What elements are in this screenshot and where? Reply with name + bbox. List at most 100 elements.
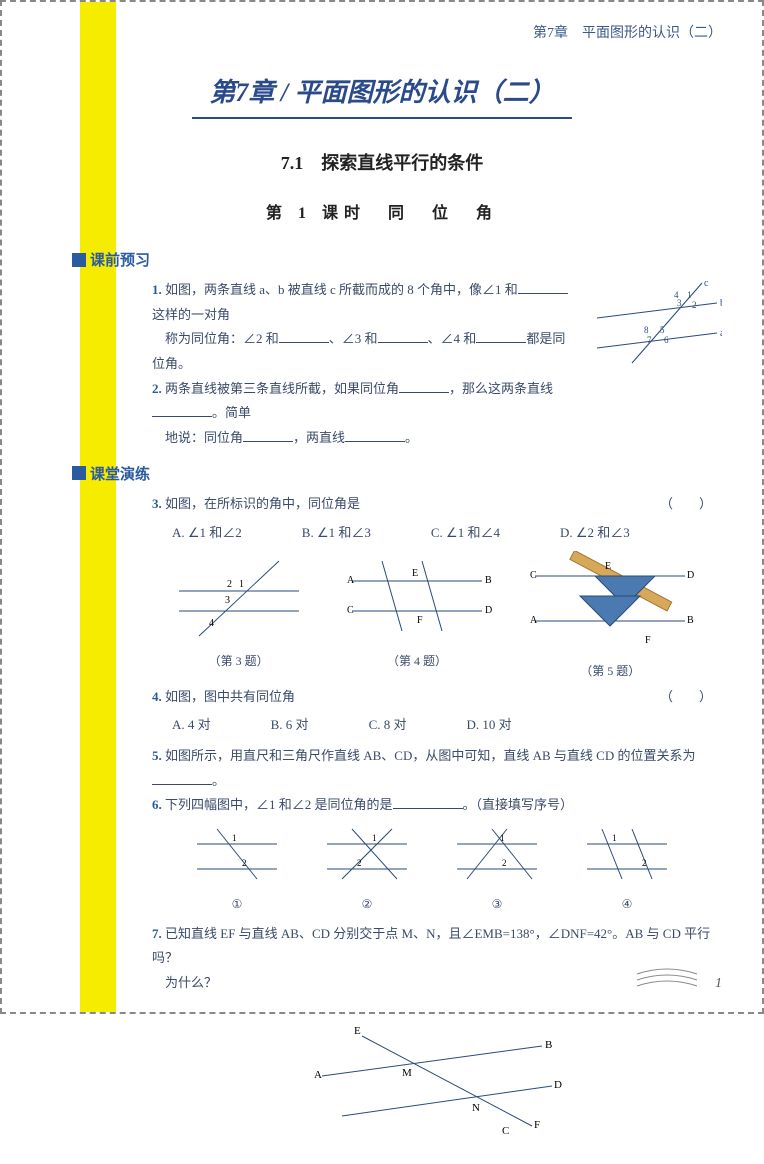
q6-fig1: 1 2 ① <box>192 824 282 915</box>
svg-text:A: A <box>314 1069 322 1081</box>
q4-a: A. 4 对 <box>172 713 211 738</box>
svg-text:C: C <box>347 605 354 616</box>
q2: 2. 两条直线被第三条直线所截，如果同位角，那么这两条直线。简单 地说：同位角，… <box>152 377 712 451</box>
q2-t1a: 两条直线被第三条直线所截，如果同位角 <box>165 381 399 396</box>
q1-text1a: 如图，两条直线 a、b 被直线 c 所截而成的 8 个角中，像∠1 和 <box>165 282 518 297</box>
svg-text:2: 2 <box>227 579 232 590</box>
q6-num: 6. <box>152 797 162 812</box>
q3-choices: A. ∠1 和∠2 B. ∠1 和∠3 C. ∠1 和∠4 D. ∠2 和∠3 <box>172 521 712 546</box>
svg-text:2: 2 <box>502 858 507 868</box>
blank <box>345 429 405 442</box>
svg-text:D: D <box>485 605 492 616</box>
blank <box>399 380 449 393</box>
inclass-body: 3. 如图，在所标识的角中，同位角是 （ ） A. ∠1 和∠2 B. ∠1 和… <box>32 492 732 1145</box>
q2-t2b: ，两直线 <box>293 430 345 445</box>
figure-row: 1 2 3 4 （第 3 题） A B C D E <box>152 551 712 682</box>
svg-text:1: 1 <box>239 579 244 590</box>
q6-fig4: 12 ④ <box>582 824 672 915</box>
fig3: 1 2 3 4 （第 3 题） <box>169 551 309 682</box>
q6: 6. 下列四幅图中，∠1 和∠2 是同位角的是。（直接填写序号） <box>152 793 712 818</box>
svg-text:A: A <box>347 575 355 586</box>
q7-line2: 为什么？ <box>165 975 217 990</box>
preclass-body: a b c 1 2 3 4 5 6 7 8 1. 如图，两条直线 a、b 被直线… <box>32 278 732 451</box>
q3-d: D. ∠2 和∠3 <box>560 521 630 546</box>
chapter-title: 第7章 / 平面图形的认识（二） <box>32 72 732 109</box>
svg-text:D: D <box>687 570 694 581</box>
q3-num: 3. <box>152 496 162 511</box>
q4-c: C. 8 对 <box>369 713 407 738</box>
svg-text:a: a <box>720 328 722 339</box>
preclass-text: 课前预习 <box>90 249 150 270</box>
svg-text:A: A <box>530 615 538 626</box>
q7-diagram: A B C D E F M N <box>302 1006 562 1136</box>
svg-text:1: 1 <box>500 833 505 843</box>
inclass-label: 课堂演练 <box>72 463 732 484</box>
q6-text: 下列四幅图中，∠1 和∠2 是同位角的是 <box>165 797 393 812</box>
svg-text:2: 2 <box>242 858 247 868</box>
q6-c3: ③ <box>452 893 542 916</box>
q4-d: D. 10 对 <box>466 713 511 738</box>
q4: 4. 如图，图中共有同位角 （ ） <box>152 685 712 710</box>
section-name: 探索直线平行的条件 <box>321 153 483 173</box>
q2-num: 2. <box>152 381 162 396</box>
fig5: A B C D E F （第 5 题） <box>525 551 695 682</box>
q1: 1. 如图，两条直线 a、b 被直线 c 所截而成的 8 个角中，像∠1 和这样… <box>152 278 712 377</box>
svg-text:1: 1 <box>232 833 237 843</box>
svg-text:C: C <box>530 570 537 581</box>
q5-text: 如图所示，用直尺和三角尺作直线 AB、CD，从图中可知，直线 AB 与直线 CD… <box>165 748 696 763</box>
q7-diagram-wrap: A B C D E F M N <box>152 1006 712 1145</box>
svg-text:B: B <box>485 575 492 586</box>
chapter-sep: / <box>274 78 294 107</box>
q3-b: B. ∠1 和∠3 <box>302 521 371 546</box>
q3-a: A. ∠1 和∠2 <box>172 521 242 546</box>
q4-b: B. 6 对 <box>271 713 309 738</box>
q3-paren: （ ） <box>660 492 712 517</box>
q4-choices: A. 4 对 B. 6 对 C. 8 对 D. 10 对 <box>172 713 712 738</box>
svg-text:B: B <box>687 615 694 626</box>
section-num: 7.1 <box>281 153 304 173</box>
q6-c1: ① <box>192 893 282 916</box>
q6-c2: ② <box>322 893 412 916</box>
svg-text:F: F <box>645 635 651 646</box>
fig4-cap: （第 4 题） <box>342 650 492 673</box>
section-title: 7.1 探索直线平行的条件 <box>32 149 732 175</box>
q5-num: 5. <box>152 748 162 763</box>
svg-text:D: D <box>554 1079 562 1091</box>
blank <box>476 330 526 343</box>
q4-paren: （ ） <box>660 685 712 710</box>
q1-text1b: 这样的一对角 <box>152 307 230 322</box>
svg-text:F: F <box>534 1119 540 1131</box>
fig3-cap: （第 3 题） <box>169 650 309 673</box>
svg-text:N: N <box>472 1102 480 1114</box>
q2-t1c: 。简单 <box>212 405 251 420</box>
q4-text: 如图，图中共有同位角 <box>165 689 295 704</box>
svg-text:M: M <box>402 1067 412 1079</box>
title-underline <box>192 117 572 119</box>
svg-text:F: F <box>417 615 423 626</box>
svg-text:2: 2 <box>357 858 362 868</box>
q4-num: 4. <box>152 689 162 704</box>
inclass-text: 课堂演练 <box>90 463 150 484</box>
q1-text2b: 、∠3 和 <box>329 331 378 346</box>
fig4: A B C D E F （第 4 题） <box>342 551 492 682</box>
q1-text2a: 称为同位角：∠2 和 <box>165 331 279 346</box>
svg-text:3: 3 <box>225 595 230 606</box>
q2-t2c: 。 <box>405 430 418 445</box>
q3: 3. 如图，在所标识的角中，同位角是 （ ） <box>152 492 712 517</box>
svg-text:E: E <box>412 568 418 579</box>
chapter-prefix: 第7章 <box>209 78 274 107</box>
q6-c4: ④ <box>582 893 672 916</box>
q7: 7. 已知直线 EF 与直线 AB、CD 分别交于点 M、N，且∠EMB=138… <box>152 922 712 996</box>
q1-num: 1. <box>152 282 162 297</box>
q3-c: C. ∠1 和∠4 <box>431 521 500 546</box>
q5-end: 。 <box>212 773 225 788</box>
svg-text:1: 1 <box>372 833 377 843</box>
lesson-title: 第 1 课时 同 位 角 <box>32 199 732 223</box>
svg-text:b: b <box>720 298 722 309</box>
svg-text:E: E <box>605 561 611 572</box>
q2-t2a: 地说：同位角 <box>165 430 243 445</box>
svg-text:4: 4 <box>209 618 214 629</box>
svg-text:B: B <box>545 1039 552 1051</box>
q5: 5. 如图所示，用直尺和三角尺作直线 AB、CD，从图中可知，直线 AB 与直线… <box>152 744 712 793</box>
svg-text:2: 2 <box>642 858 647 868</box>
